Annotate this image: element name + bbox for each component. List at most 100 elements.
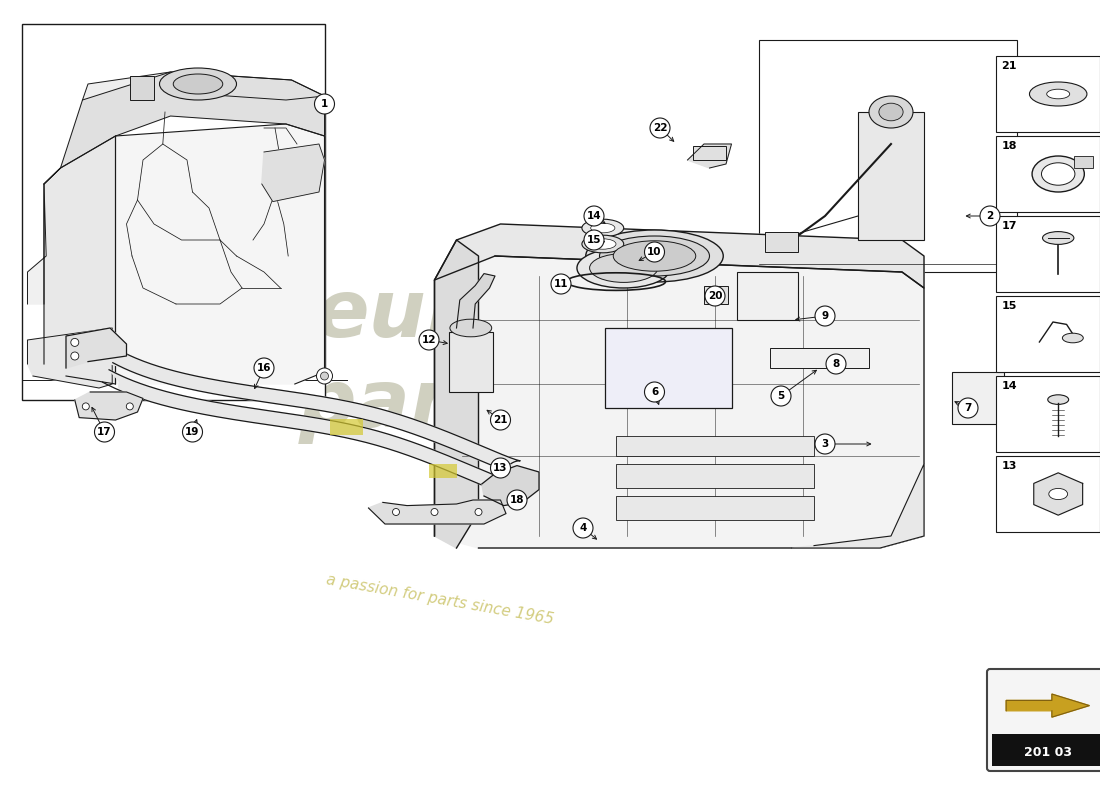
Circle shape: [317, 368, 332, 384]
FancyBboxPatch shape: [764, 232, 798, 252]
Text: 18: 18: [1001, 141, 1018, 151]
Circle shape: [771, 386, 791, 406]
Circle shape: [705, 286, 725, 306]
Ellipse shape: [1030, 82, 1087, 106]
Polygon shape: [28, 328, 112, 388]
Circle shape: [70, 338, 79, 346]
FancyBboxPatch shape: [996, 456, 1100, 532]
Circle shape: [419, 330, 439, 350]
Ellipse shape: [1047, 395, 1069, 405]
Circle shape: [126, 403, 133, 410]
FancyBboxPatch shape: [858, 112, 924, 240]
Circle shape: [431, 509, 438, 515]
Text: 2: 2: [987, 211, 993, 221]
Polygon shape: [28, 184, 46, 304]
FancyBboxPatch shape: [22, 24, 324, 400]
Ellipse shape: [1042, 162, 1075, 186]
Polygon shape: [434, 256, 924, 548]
Text: 18: 18: [509, 495, 525, 505]
Circle shape: [507, 490, 527, 510]
FancyBboxPatch shape: [429, 464, 456, 478]
Circle shape: [393, 509, 399, 515]
Polygon shape: [109, 370, 524, 495]
Circle shape: [584, 206, 604, 226]
Polygon shape: [456, 274, 495, 328]
Ellipse shape: [614, 241, 695, 271]
Text: 201 03: 201 03: [1024, 746, 1071, 758]
Polygon shape: [82, 72, 324, 100]
Circle shape: [491, 458, 510, 478]
Circle shape: [475, 509, 482, 515]
FancyBboxPatch shape: [996, 56, 1100, 132]
Ellipse shape: [1063, 333, 1084, 342]
Text: 15: 15: [586, 235, 602, 245]
FancyBboxPatch shape: [704, 286, 728, 304]
Circle shape: [254, 358, 274, 378]
Polygon shape: [482, 466, 539, 506]
Text: 7: 7: [965, 403, 971, 413]
Polygon shape: [1034, 473, 1082, 515]
FancyBboxPatch shape: [737, 272, 797, 320]
Text: 14: 14: [586, 211, 602, 221]
Circle shape: [584, 230, 604, 250]
Polygon shape: [262, 144, 324, 202]
Circle shape: [320, 372, 329, 380]
FancyBboxPatch shape: [616, 464, 814, 488]
Text: 10: 10: [647, 247, 662, 257]
Polygon shape: [792, 464, 924, 548]
Text: 13: 13: [1001, 461, 1016, 471]
Text: 19: 19: [185, 427, 200, 437]
Ellipse shape: [582, 235, 624, 253]
Ellipse shape: [869, 96, 913, 128]
Text: 12: 12: [421, 335, 437, 345]
Ellipse shape: [879, 103, 903, 121]
FancyBboxPatch shape: [996, 216, 1100, 292]
Polygon shape: [44, 136, 116, 384]
Text: 13: 13: [493, 463, 508, 473]
Polygon shape: [66, 328, 126, 368]
Text: 4: 4: [580, 523, 586, 533]
FancyBboxPatch shape: [992, 734, 1100, 766]
Text: 15: 15: [1001, 301, 1016, 311]
Text: 17: 17: [1001, 221, 1018, 231]
Ellipse shape: [174, 74, 222, 94]
Polygon shape: [368, 500, 506, 524]
Circle shape: [82, 403, 89, 410]
Circle shape: [491, 410, 510, 430]
FancyBboxPatch shape: [130, 76, 154, 100]
Ellipse shape: [591, 223, 615, 233]
Ellipse shape: [590, 238, 616, 250]
Circle shape: [650, 118, 670, 138]
FancyBboxPatch shape: [449, 332, 493, 392]
Ellipse shape: [600, 236, 710, 276]
Text: 21: 21: [1001, 61, 1018, 71]
Text: 9: 9: [822, 311, 828, 321]
Text: 17: 17: [97, 427, 112, 437]
Circle shape: [815, 306, 835, 326]
Ellipse shape: [450, 319, 492, 337]
Text: euro
parts: euro parts: [299, 276, 537, 444]
FancyBboxPatch shape: [330, 419, 363, 435]
Ellipse shape: [1032, 156, 1085, 192]
Ellipse shape: [1048, 488, 1068, 499]
Ellipse shape: [1043, 232, 1074, 245]
FancyBboxPatch shape: [616, 436, 814, 456]
FancyBboxPatch shape: [605, 328, 732, 408]
FancyBboxPatch shape: [759, 40, 1018, 272]
Text: 6: 6: [651, 387, 658, 397]
Circle shape: [645, 382, 664, 402]
Circle shape: [980, 206, 1000, 226]
Ellipse shape: [582, 219, 624, 237]
FancyBboxPatch shape: [996, 136, 1100, 212]
Text: 22: 22: [652, 123, 668, 133]
Polygon shape: [434, 224, 924, 288]
Polygon shape: [116, 124, 324, 384]
Ellipse shape: [576, 248, 670, 288]
Text: 20: 20: [707, 291, 723, 301]
FancyBboxPatch shape: [996, 296, 1100, 372]
Text: 8: 8: [833, 359, 839, 369]
Polygon shape: [434, 240, 478, 548]
FancyBboxPatch shape: [770, 348, 869, 368]
Circle shape: [815, 434, 835, 454]
Text: 11: 11: [553, 279, 569, 289]
